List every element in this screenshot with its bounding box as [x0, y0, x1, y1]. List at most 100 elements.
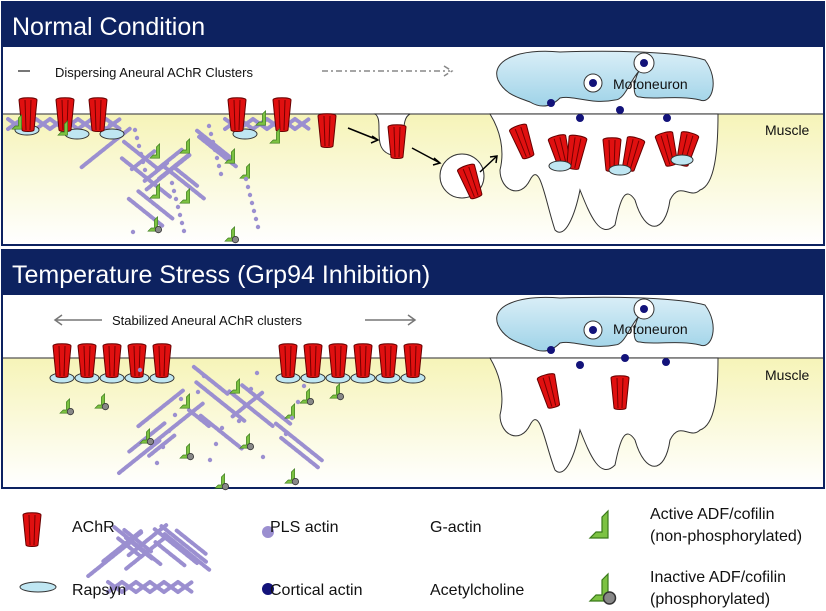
g-actin-icon: [251, 208, 257, 214]
g-actin-icon: [132, 127, 138, 133]
achr-icon: [457, 163, 483, 200]
achr-subunit: [384, 345, 392, 377]
inactive-cofilin-icon: [224, 226, 240, 244]
phosphate-icon: [221, 482, 230, 491]
g-actin-icon: [243, 176, 249, 182]
pls-actin-filament: [86, 539, 134, 579]
achr-icon: [403, 343, 423, 378]
g-actin-icon: [138, 151, 144, 157]
cofilin-shape: [57, 120, 68, 136]
achr-subunit: [108, 345, 116, 377]
g-actin-icon: [216, 163, 222, 169]
g-actin-icon: [175, 204, 181, 210]
cofilin-shape: [179, 443, 190, 459]
cofilin-shape: [224, 148, 235, 164]
active-cofilin-icon: [149, 183, 160, 199]
g-actin-icon: [247, 192, 253, 198]
achr-subunit: [570, 137, 582, 168]
cofilin-shape: [59, 398, 70, 414]
phosphate-icon: [146, 437, 155, 446]
achr-body: [152, 343, 172, 378]
active-cofilin-icon: [179, 188, 190, 204]
g-actin-icon: [172, 412, 178, 418]
g-actin-icon: [171, 188, 177, 194]
achr-subunit: [28, 514, 36, 546]
panel-stress-items: [49, 298, 670, 491]
phosphate-icon: [154, 225, 163, 234]
achr-body: [457, 163, 483, 200]
g-actin-icon: [295, 399, 301, 405]
g-actin-icon: [245, 184, 251, 190]
inactive-cofilin-icon: [214, 473, 230, 491]
achr-icon: [353, 343, 373, 378]
inactive-cofilin-icon: [179, 443, 195, 461]
panel-title: Temperature Stress (Grp94 Inhibition): [12, 261, 430, 289]
g-actin-icon: [181, 228, 187, 234]
g-actin-icon: [179, 220, 185, 226]
cofilin-shape: [149, 183, 160, 199]
cortical-actin: [293, 117, 311, 131]
cofilin-shape: [588, 572, 609, 602]
g-actin-icon: [195, 389, 201, 395]
acetylcholine-icon: [663, 114, 671, 122]
acetylcholine-icon: [547, 346, 555, 354]
cofilin-shape: [139, 428, 150, 444]
pls-actin-filament: [144, 153, 192, 192]
inactive-cofilin-icon: [239, 433, 255, 451]
inactive-cofilin-icon: [299, 388, 315, 406]
active-cofilin-icon: [149, 143, 160, 159]
pls-actin-filament: [159, 524, 209, 565]
acetylcholine-icon: [576, 361, 584, 369]
g-actin-icon: [206, 123, 212, 129]
pls-actin-filament: [171, 165, 200, 188]
acetylcholine-icon: [576, 114, 584, 122]
panel-header: [2, 250, 824, 295]
g-actin-icon: [214, 155, 220, 161]
acetylcholine-icon: [589, 326, 597, 334]
g-actin-icon: [283, 431, 289, 437]
achr-body: [22, 512, 42, 547]
rapsyn-icon: [19, 581, 57, 593]
achr-subunit: [24, 99, 32, 131]
panel-caption: Dispersing Aneural AChR Clusters: [55, 65, 253, 80]
phosphate-icon: [66, 407, 75, 416]
pls-actin-filament: [174, 528, 208, 556]
inactive-cofilin-icon: [588, 572, 617, 605]
inactive-cofilin-icon: [284, 468, 300, 486]
g-actin-icon: [154, 460, 160, 466]
inactive-cofilin-icon: [59, 398, 75, 416]
achr-body: [102, 343, 122, 378]
g-actin-icon: [236, 418, 242, 424]
muscle-label: Muscle: [765, 367, 810, 383]
g-actin-icon: [242, 402, 248, 408]
cofilin-shape: [179, 188, 190, 204]
legend-label-inactive-cofilin: Inactive ADF/cofilin: [650, 569, 786, 586]
g-actin-icon: [136, 143, 142, 149]
pls-actin-filament: [195, 128, 234, 161]
pls-actin-filament: [123, 536, 166, 572]
cortical-actin: [162, 580, 180, 594]
achr-icon: [378, 343, 398, 378]
achr-body: [88, 97, 108, 132]
pls-actin-filament: [191, 364, 230, 396]
cofilin-shape: [239, 433, 250, 449]
cortical-actin: [148, 580, 166, 594]
cofilin-shape: [329, 383, 340, 399]
cofilin-shape: [229, 378, 240, 394]
achr-subunit: [359, 345, 367, 377]
pls-actin-filament: [162, 532, 213, 573]
g-actin-icon: [289, 415, 295, 421]
achr-body: [303, 343, 323, 378]
g-actin-icon: [140, 159, 146, 165]
achr-subunit: [542, 376, 557, 407]
g-actin-icon: [253, 216, 259, 222]
pls-actin-filament: [279, 435, 320, 470]
legend-label-pls-actin: PLS actin: [270, 519, 338, 536]
legend-label-achr: AChR: [72, 519, 115, 536]
cofilin-shape: [94, 393, 105, 409]
pls-actin-filament: [153, 540, 187, 568]
active-cofilin-icon: [229, 378, 240, 394]
g-actin-icon: [219, 425, 225, 431]
g-actin-icon: [210, 139, 216, 145]
cofilin-shape: [299, 388, 310, 404]
